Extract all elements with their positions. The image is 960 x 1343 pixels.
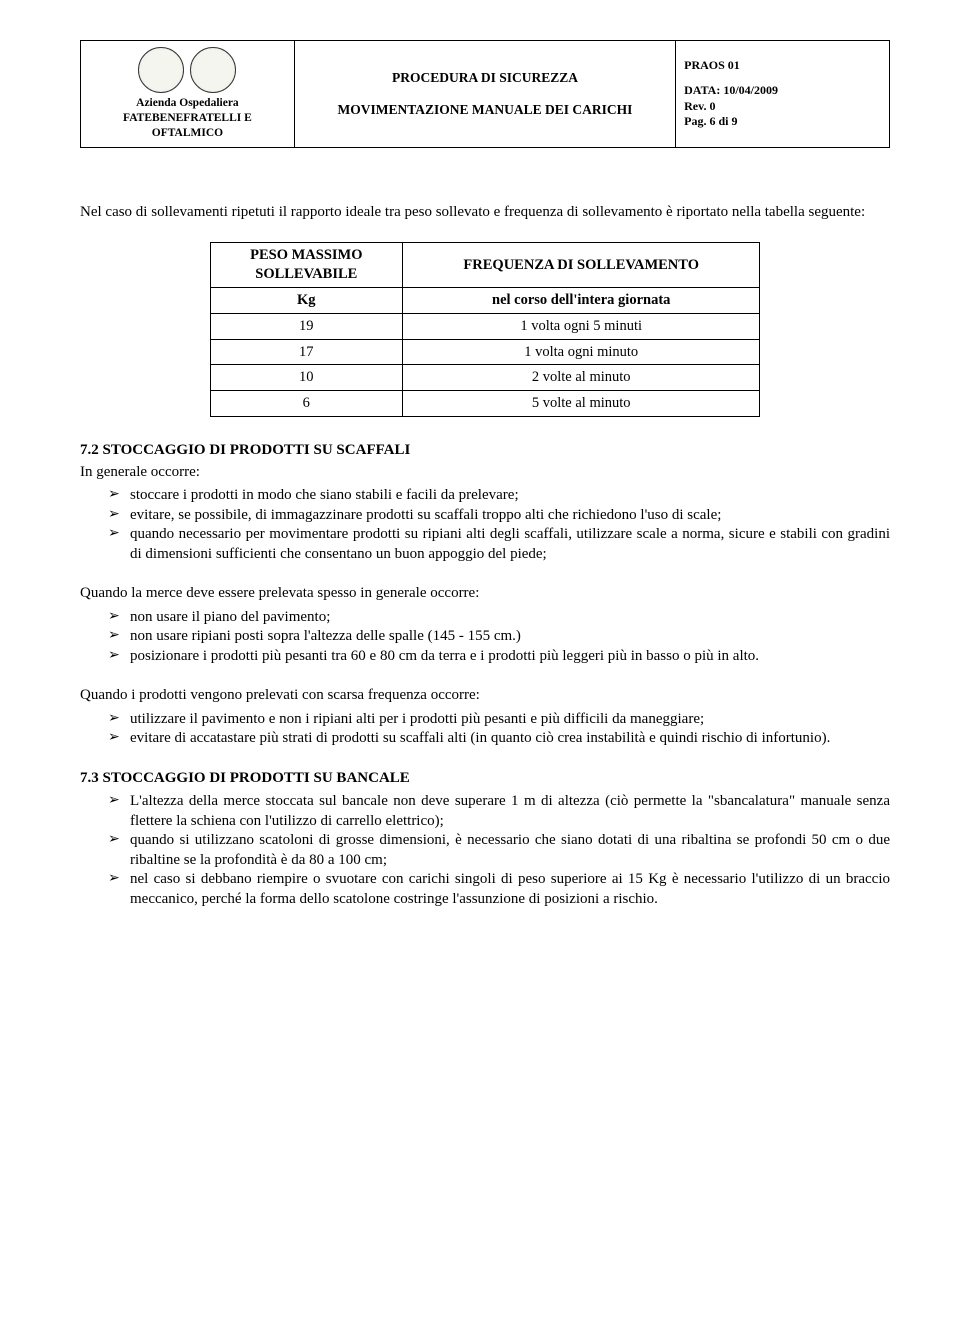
list-item: utilizzare il pavimento e non i ripiani …: [108, 710, 890, 730]
lifting-frequency-table: PESO MASSIMO SOLLEVABILE FREQUENZA DI SO…: [210, 242, 761, 417]
document-header: Azienda Ospedaliera FATEBENEFRATELLI E O…: [80, 40, 890, 148]
org-name-line1: Azienda Ospedaliera: [136, 97, 239, 110]
list-item: quando si utilizzano scatoloni di grosse…: [108, 831, 890, 870]
table-row: 19 1 volta ogni 5 minuti: [210, 313, 760, 339]
table-cell-kg: 19: [210, 313, 402, 339]
table-cell-kg: 10: [210, 365, 402, 391]
table-cell-freq: 5 volte al minuto: [403, 391, 760, 417]
section-7-2-lead: In generale occorre:: [80, 463, 890, 483]
table-col2-h2: nel corso dell'intera giornata: [403, 287, 760, 313]
header-center-cell: PROCEDURA DI SICUREZZA MOVIMENTAZIONE MA…: [294, 41, 675, 148]
intro-paragraph: Nel caso di sollevamenti ripetuti il rap…: [80, 203, 890, 223]
table-cell-kg: 17: [210, 339, 402, 365]
org-logo-1-icon: [138, 47, 184, 93]
section-7-2-title: 7.2 STOCCAGGIO DI PRODOTTI SU SCAFFALI: [80, 441, 890, 461]
table-col2-h1: FREQUENZA DI SOLLEVAMENTO: [403, 243, 760, 288]
table-row: 10 2 volte al minuto: [210, 365, 760, 391]
table-col1-h1: PESO MASSIMO SOLLEVABILE: [210, 243, 402, 288]
list-item: non usare il piano del pavimento;: [108, 608, 890, 628]
list-item: evitare, se possibile, di immagazzinare …: [108, 506, 890, 526]
list-item: L'altezza della merce stoccata sul banca…: [108, 792, 890, 831]
header-right-cell: PRAOS 01 DATA: 10/04/2009 Rev. 0 Pag. 6 …: [676, 41, 890, 148]
list-item: quando necessario per movimentare prodot…: [108, 525, 890, 564]
doc-rev: Rev. 0: [684, 99, 881, 115]
doc-page: Pag. 6 di 9: [684, 114, 881, 130]
doc-title-line1: PROCEDURA DI SICUREZZA: [303, 69, 667, 87]
section-7-3-title: 7.3 STOCCAGGIO DI PRODOTTI SU BANCALE: [80, 769, 890, 789]
list-item: evitare di accatastare più strati di pro…: [108, 729, 890, 749]
list-item: stoccare i prodotti in modo che siano st…: [108, 486, 890, 506]
header-left-cell: Azienda Ospedaliera FATEBENEFRATELLI E O…: [81, 41, 295, 148]
list-item: nel caso si debbano riempire o svuotare …: [108, 870, 890, 909]
section-7-2c-list: utilizzare il pavimento e non i ripiani …: [80, 710, 890, 749]
table-cell-kg: 6: [210, 391, 402, 417]
section-7-2-list: stoccare i prodotti in modo che siano st…: [80, 486, 890, 564]
table-body: 19 1 volta ogni 5 minuti 17 1 volta ogni…: [210, 313, 760, 416]
section-7-2b-list: non usare il piano del pavimento; non us…: [80, 608, 890, 667]
doc-date: DATA: 10/04/2009: [684, 83, 881, 99]
org-name-line2: FATEBENEFRATELLI E: [123, 112, 252, 125]
section-7-3-list: L'altezza della merce stoccata sul banca…: [80, 792, 890, 909]
doc-code: PRAOS 01: [684, 58, 881, 74]
section-7-2b-lead: Quando la merce deve essere prelevata sp…: [80, 584, 890, 604]
table-cell-freq: 2 volte al minuto: [403, 365, 760, 391]
list-item: posizionare i prodotti più pesanti tra 6…: [108, 647, 890, 667]
table-col1-h2: Kg: [210, 287, 402, 313]
table-cell-freq: 1 volta ogni 5 minuti: [403, 313, 760, 339]
section-7-2c-lead: Quando i prodotti vengono prelevati con …: [80, 686, 890, 706]
doc-title-line2: MOVIMENTAZIONE MANUALE DEI CARICHI: [303, 101, 667, 119]
table-cell-freq: 1 volta ogni minuto: [403, 339, 760, 365]
table-row: 17 1 volta ogni minuto: [210, 339, 760, 365]
org-logo-2-icon: [190, 47, 236, 93]
list-item: non usare ripiani posti sopra l'altezza …: [108, 627, 890, 647]
org-name-line3: OFTALMICO: [152, 127, 223, 140]
table-row: 6 5 volte al minuto: [210, 391, 760, 417]
page: Azienda Ospedaliera FATEBENEFRATELLI E O…: [0, 0, 960, 989]
